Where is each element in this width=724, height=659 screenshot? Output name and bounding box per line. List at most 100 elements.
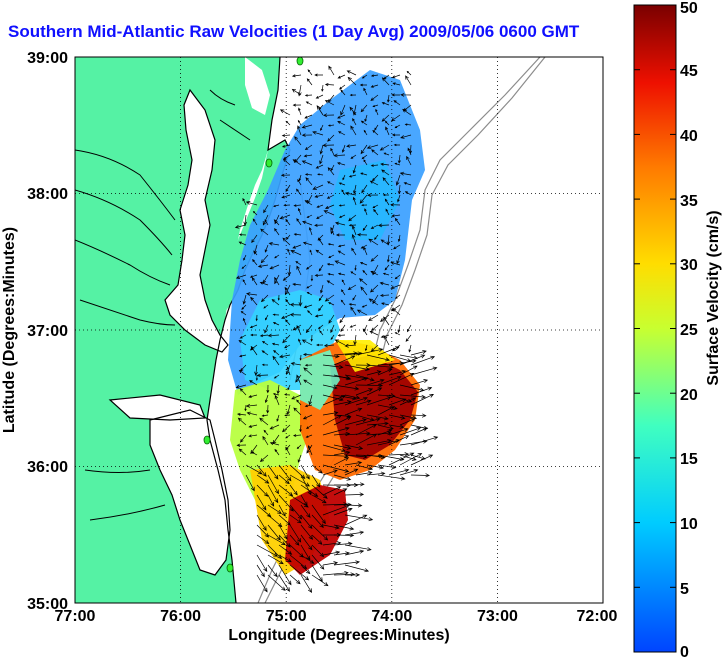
velocity-arrow [292, 103, 302, 107]
velocity-arrow [261, 414, 269, 417]
velocity-arrow [388, 414, 406, 420]
velocity-arrow [388, 369, 407, 376]
velocity-arrow [344, 444, 364, 450]
velocity-arrow [296, 188, 302, 196]
station-marker [265, 158, 273, 168]
velocity-arrow [310, 334, 313, 342]
velocity-arrow [293, 204, 302, 207]
velocity-arrow [278, 504, 286, 517]
velocity-arrow [341, 289, 346, 296]
velocity-arrow [289, 504, 303, 520]
velocity-arrow [269, 441, 280, 446]
velocity-arrow [360, 120, 368, 126]
velocity-arrow [284, 286, 291, 296]
velocity-arrow [353, 184, 357, 195]
velocity-arrow [272, 322, 280, 326]
velocity-arrow [380, 302, 390, 306]
velocity-arrow [306, 284, 313, 289]
velocity-arrow [322, 415, 342, 426]
velocity-arrow [320, 284, 324, 294]
y-tick-label: 39:00 [27, 50, 68, 67]
velocity-arrow [380, 162, 390, 166]
velocity-arrow [267, 484, 279, 504]
velocity-arrow [308, 226, 313, 236]
velocity-arrow [297, 179, 302, 186]
velocity-arrow [351, 233, 357, 246]
velocity-arrow [363, 246, 368, 256]
velocity-arrow [292, 434, 302, 437]
velocity-arrow [349, 93, 357, 97]
velocity-arrow [399, 468, 419, 476]
colorbar-tick-label: 25 [680, 322, 698, 339]
velocity-arrow [344, 418, 367, 426]
velocity-arrow [330, 226, 335, 236]
velocity-arrow [280, 173, 291, 177]
velocity-arrow [337, 250, 346, 256]
velocity-arrow [379, 144, 390, 151]
velocity-arrow [391, 74, 401, 79]
pamlico-sound [150, 410, 230, 575]
velocity-arrow [296, 444, 302, 450]
velocity-arrow [385, 208, 390, 216]
velocity-arrow [333, 153, 346, 158]
velocity-arrow [252, 218, 258, 226]
velocity-arrow [347, 76, 357, 86]
velocity-arrow [370, 164, 379, 167]
albemarle-sound [110, 395, 205, 420]
velocity-arrow [259, 281, 269, 286]
velocity-arrow [393, 143, 401, 147]
velocity-arrow [390, 203, 401, 207]
velocity-arrow [322, 469, 338, 476]
velocity-arrow [296, 399, 302, 406]
velocity-arrow [352, 196, 357, 206]
velocity-arrow [267, 333, 280, 338]
colorbar-tick-label: 15 [680, 451, 698, 468]
velocity-arrow [256, 504, 272, 518]
velocity-arrow [383, 316, 390, 326]
graticule [75, 57, 603, 603]
velocity-arrow [273, 219, 280, 226]
velocity-arrow [301, 124, 313, 129]
velocity-arrow [324, 100, 335, 106]
velocity-arrow [399, 418, 416, 426]
velocity-arrow [363, 87, 368, 96]
velocity-arrow [326, 181, 335, 186]
velocity-arrow [327, 134, 335, 142]
velocity-arrow [272, 313, 280, 316]
velocity-arrow [384, 120, 390, 126]
velocity-arrow [249, 380, 258, 386]
velocity-arrow [372, 204, 379, 209]
velocity-arrow [352, 294, 357, 301]
velocity-arrow [289, 534, 300, 546]
velocity-arrow [333, 572, 356, 577]
velocity-arrow [391, 133, 401, 137]
velocity-arrow [348, 174, 357, 178]
velocity-arrow [400, 134, 412, 139]
velocity-arrow [344, 376, 369, 386]
rivers [75, 89, 251, 521]
velocity-arrow [272, 392, 280, 396]
velocity-arrow [344, 549, 365, 556]
velocity-arrow [333, 351, 358, 356]
velocity-arrow [346, 144, 357, 148]
velocity-arrow [348, 223, 357, 227]
velocity-arrow [370, 284, 379, 293]
velocity-arrow [344, 343, 357, 348]
velocity-arrow [299, 424, 302, 433]
velocity-arrow [341, 189, 346, 196]
velocity-arrow [252, 210, 258, 216]
velocity-arrow [297, 454, 302, 463]
velocity-arrow [383, 152, 390, 156]
velocity-arrow [344, 482, 365, 487]
velocity-arrow [282, 334, 291, 344]
velocity-arrow [355, 424, 377, 436]
velocity-arrow [259, 454, 269, 463]
velocity-arrow [281, 314, 291, 319]
velocity-arrow [369, 330, 379, 336]
velocity-arrow [293, 407, 302, 416]
velocity-arrow [394, 162, 401, 166]
velocity-arrow [355, 433, 378, 446]
velocity-arrow [340, 299, 346, 306]
velocity-arrow [245, 201, 258, 206]
velocity-arrow [380, 334, 390, 339]
